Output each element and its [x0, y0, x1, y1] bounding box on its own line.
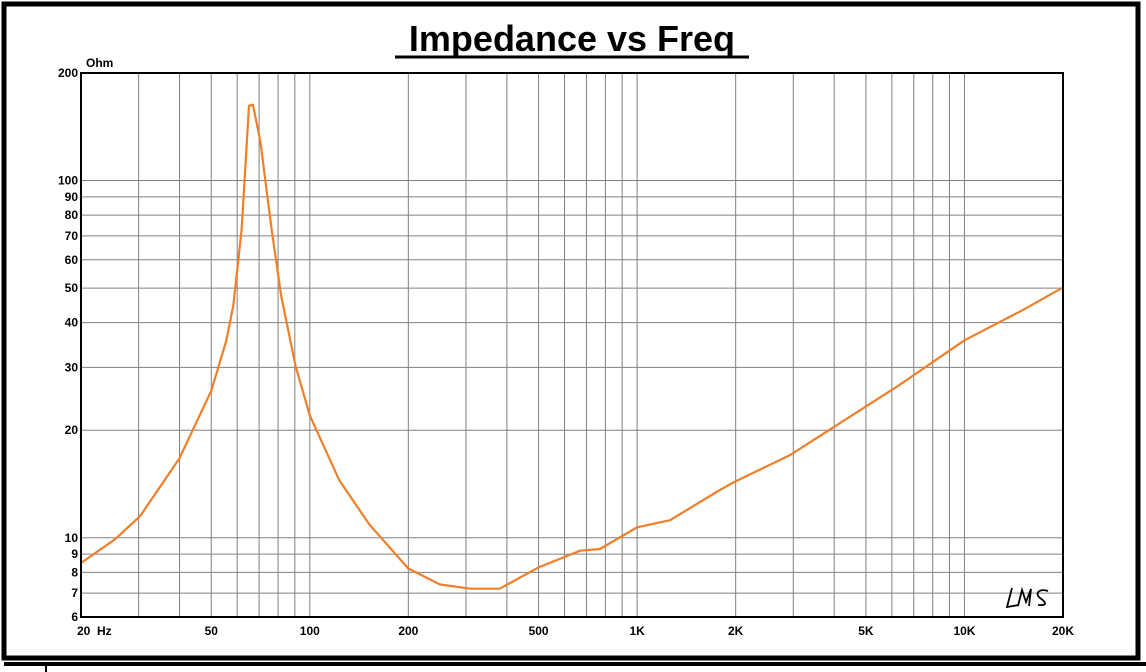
y-tick-label: 8: [71, 565, 78, 579]
x-tick-label: 2K: [728, 624, 744, 638]
x-tick-label: 1K: [629, 624, 645, 638]
y-tick-label: 200: [58, 66, 78, 80]
y-tick-label: 6: [71, 610, 78, 624]
x-tick-label: 10K: [953, 624, 975, 638]
x-tick-label: 200: [398, 624, 418, 638]
y-tick-label: 80: [65, 208, 79, 222]
impedance-series-line: [80, 103, 1064, 590]
y-tick-label: 50: [65, 281, 79, 295]
y-tick-label: 70: [65, 229, 79, 243]
x-tick-label: 5K: [858, 624, 874, 638]
x-tick-label: 50: [205, 624, 219, 638]
lms-watermark-logo: [1005, 586, 1049, 609]
y-tick-label: 9: [71, 547, 78, 561]
outer-frame: [1, 1, 1141, 661]
y-axis-label: Ohm: [86, 56, 113, 70]
chart-title: Impedance vs Freq: [409, 18, 735, 59]
y-tick-label: 40: [65, 316, 79, 330]
y-tick-label: 90: [65, 190, 79, 204]
x-tick-label: 20 Hz: [77, 624, 112, 638]
y-tick-label: 7: [71, 586, 78, 600]
y-tick-label: 100: [58, 174, 78, 188]
x-tick-label: 500: [529, 624, 549, 638]
y-tick-label: 10: [65, 531, 79, 545]
x-tick-label: 100: [300, 624, 320, 638]
y-tick-label: 60: [65, 253, 79, 267]
x-tick-label: 20K: [1052, 624, 1074, 638]
y-tick-label: 20: [65, 423, 79, 437]
plot-border: [80, 72, 1064, 618]
y-tick-label: 30: [65, 360, 79, 374]
